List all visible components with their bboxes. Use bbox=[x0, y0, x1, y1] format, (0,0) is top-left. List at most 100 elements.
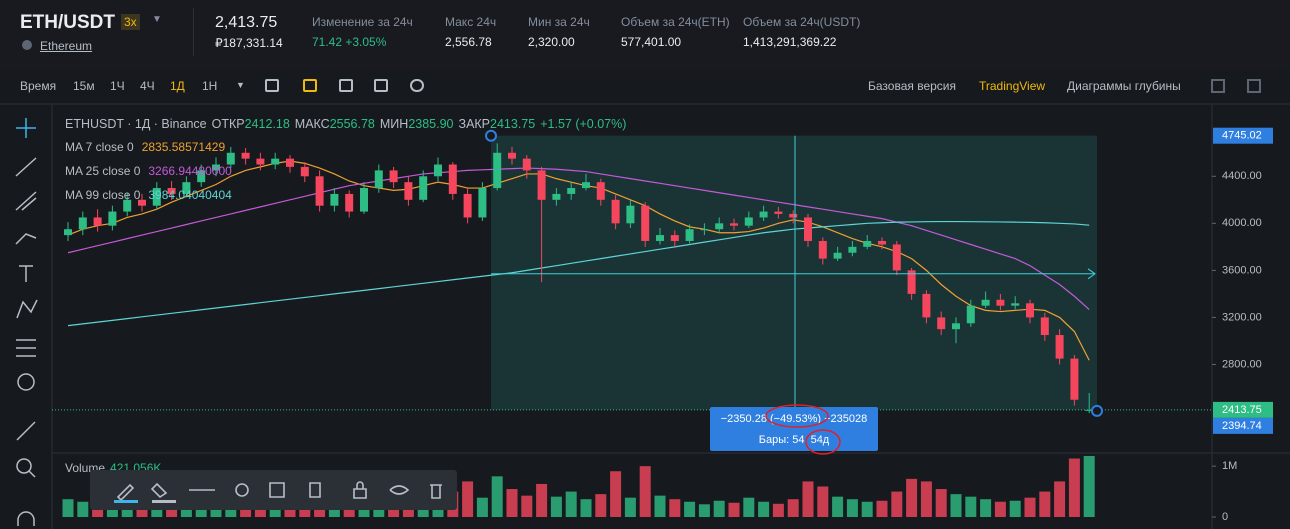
candle-body bbox=[182, 182, 191, 194]
tool-icon[interactable] bbox=[235, 483, 249, 497]
candle-body bbox=[463, 193, 472, 218]
tool-icon[interactable] bbox=[389, 485, 410, 495]
volume-bar bbox=[1039, 491, 1051, 517]
stat-value: 2,556.78 bbox=[445, 35, 492, 49]
volume-bar bbox=[1009, 500, 1021, 517]
divider bbox=[193, 8, 194, 56]
candle-body bbox=[256, 158, 265, 165]
candle-body bbox=[730, 223, 738, 226]
legend-item: 2412.18 bbox=[245, 117, 290, 131]
tool-underline bbox=[152, 500, 176, 503]
volume-bar bbox=[654, 495, 666, 517]
legend-item: МИН bbox=[380, 117, 408, 131]
candle-body bbox=[818, 240, 827, 259]
tool-icon[interactable] bbox=[374, 79, 388, 92]
legend-item: +1.57 (+0.07%) bbox=[540, 117, 626, 131]
view-tab[interactable]: Базовая версия bbox=[868, 79, 956, 93]
coin-icon bbox=[22, 40, 32, 50]
volume-bar bbox=[920, 481, 932, 517]
price-tag bbox=[1213, 401, 1273, 418]
tool-icon[interactable] bbox=[309, 482, 321, 498]
candle-body bbox=[626, 205, 635, 224]
volume-bar bbox=[639, 466, 651, 517]
volume-bar bbox=[713, 500, 725, 517]
interval[interactable]: Время bbox=[20, 79, 57, 93]
candle-body bbox=[300, 166, 309, 177]
interval[interactable]: 4Ч bbox=[140, 79, 155, 93]
volume-bar bbox=[728, 502, 740, 517]
volume-bar bbox=[536, 483, 548, 517]
legend: ETHUSDT · 1Д · Binance ОТКР2412.18 МАКС255… bbox=[65, 117, 626, 131]
tool-icon[interactable] bbox=[410, 79, 424, 92]
candle-body bbox=[374, 170, 383, 189]
candle-body bbox=[833, 252, 842, 259]
view-tab[interactable]: TradingView bbox=[979, 79, 1046, 93]
candle-body bbox=[448, 164, 457, 194]
y-tick-label: 4400.00 bbox=[1222, 170, 1262, 182]
tool-icon[interactable] bbox=[303, 79, 317, 92]
header bbox=[0, 0, 1290, 70]
symbol[interactable]: ETH/USDT bbox=[20, 12, 115, 33]
tool-icon[interactable] bbox=[150, 482, 168, 499]
tool-underline bbox=[114, 500, 138, 503]
legend-item: 2413.75 bbox=[490, 117, 535, 131]
stat-value: 71.42 +3.05% bbox=[312, 35, 387, 49]
candle-body bbox=[315, 176, 324, 206]
candle-body bbox=[389, 170, 398, 183]
interval[interactable]: 15м bbox=[73, 79, 95, 93]
coin-name[interactable]: Ethereum bbox=[40, 39, 93, 53]
volume-bar bbox=[624, 497, 636, 517]
candle-body bbox=[241, 152, 250, 159]
tool-icon[interactable] bbox=[353, 481, 367, 499]
candle-body bbox=[552, 193, 561, 200]
volume-bar bbox=[846, 499, 858, 517]
tool-icon[interactable] bbox=[339, 79, 353, 92]
volume-tick-label: 1M bbox=[1222, 460, 1237, 472]
ma-label: MA 25 close 0 bbox=[65, 164, 141, 178]
volume-bar bbox=[1068, 458, 1080, 517]
ma-label: MA 99 close 0 bbox=[65, 188, 141, 202]
candle-body bbox=[1085, 409, 1094, 411]
interval[interactable]: 1Ч bbox=[110, 79, 125, 93]
window-icon[interactable] bbox=[1211, 79, 1225, 93]
stat-value: 1,413,291,369.22 bbox=[743, 35, 837, 49]
annotation-circle bbox=[765, 404, 829, 428]
leverage: 3x bbox=[121, 14, 140, 30]
volume-bar bbox=[580, 499, 592, 517]
interval[interactable]: 1Н bbox=[202, 79, 218, 93]
candle-body bbox=[360, 188, 368, 212]
interval[interactable]: 1Д bbox=[170, 79, 185, 93]
stat-label: Объем за 24ч(ETH) bbox=[621, 15, 730, 29]
measure-text: Бары: 54, 54д bbox=[759, 434, 830, 446]
tool-icon[interactable] bbox=[269, 482, 285, 498]
view-tab[interactable]: Диаграммы глубины bbox=[1067, 79, 1181, 93]
candle-body bbox=[863, 240, 872, 247]
volume-bar bbox=[950, 494, 962, 517]
volume-bar bbox=[491, 476, 503, 517]
volume-bar bbox=[906, 478, 918, 517]
volume-bar bbox=[980, 499, 992, 517]
tool-icon[interactable] bbox=[430, 484, 442, 499]
tool-icon[interactable] bbox=[265, 79, 279, 92]
stat-label: Макс 24ч bbox=[445, 15, 497, 29]
window-icon[interactable] bbox=[1247, 79, 1261, 93]
drawing-tools bbox=[116, 481, 442, 502]
volume-bar bbox=[521, 495, 533, 517]
caret[interactable]: ▼ bbox=[236, 80, 245, 90]
annotation-circle bbox=[805, 429, 841, 455]
tool-icon[interactable] bbox=[116, 483, 135, 502]
volume-bar bbox=[1024, 497, 1036, 517]
caret[interactable]: ▼ bbox=[152, 14, 162, 25]
candle-body bbox=[138, 199, 146, 206]
candle-body bbox=[670, 235, 679, 241]
candle-body bbox=[744, 217, 753, 226]
candle-body bbox=[922, 293, 931, 318]
candle-body bbox=[656, 235, 664, 241]
price-tag bbox=[1213, 417, 1273, 434]
candle-body bbox=[878, 240, 886, 245]
ma-line bbox=[67, 220, 1090, 327]
y-tick-label: 3600.00 bbox=[1222, 264, 1262, 276]
volume-bar bbox=[610, 471, 622, 517]
candle-body bbox=[152, 188, 161, 206]
